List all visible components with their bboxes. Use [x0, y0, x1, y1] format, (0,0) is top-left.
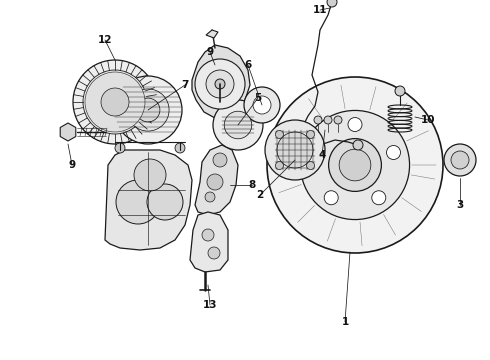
Polygon shape — [190, 212, 228, 272]
Circle shape — [353, 140, 363, 150]
Circle shape — [244, 87, 280, 123]
Circle shape — [202, 229, 214, 241]
Text: 2: 2 — [256, 190, 264, 200]
Text: 6: 6 — [245, 60, 252, 70]
Circle shape — [444, 144, 476, 176]
Circle shape — [73, 60, 157, 144]
Circle shape — [334, 116, 342, 124]
Circle shape — [134, 159, 166, 191]
Circle shape — [127, 89, 169, 131]
Circle shape — [224, 111, 252, 139]
Circle shape — [275, 162, 283, 170]
Circle shape — [175, 143, 185, 153]
Circle shape — [348, 117, 362, 131]
Text: 3: 3 — [456, 200, 464, 210]
Circle shape — [275, 130, 283, 139]
Text: 8: 8 — [248, 180, 256, 190]
Text: 5: 5 — [254, 93, 262, 103]
Circle shape — [292, 126, 304, 138]
Circle shape — [213, 100, 263, 150]
Text: 1: 1 — [342, 317, 348, 327]
Polygon shape — [192, 45, 250, 118]
Circle shape — [307, 162, 315, 170]
Circle shape — [324, 116, 332, 124]
Circle shape — [372, 191, 386, 205]
Circle shape — [207, 174, 223, 190]
Circle shape — [314, 116, 322, 124]
Text: 4: 4 — [318, 150, 326, 160]
Circle shape — [205, 192, 215, 202]
Circle shape — [324, 191, 338, 205]
Circle shape — [115, 143, 125, 153]
Circle shape — [195, 59, 245, 109]
Circle shape — [300, 111, 410, 220]
Text: 13: 13 — [203, 300, 217, 310]
Polygon shape — [105, 150, 192, 250]
Circle shape — [101, 88, 129, 116]
Circle shape — [451, 151, 469, 169]
Circle shape — [387, 145, 400, 159]
Polygon shape — [216, 132, 228, 140]
Circle shape — [85, 72, 145, 132]
Text: 10: 10 — [421, 115, 435, 125]
Circle shape — [208, 247, 220, 259]
Text: 7: 7 — [181, 80, 189, 90]
Circle shape — [327, 0, 337, 7]
Circle shape — [277, 132, 313, 168]
Circle shape — [395, 86, 405, 96]
Polygon shape — [206, 30, 218, 38]
Circle shape — [215, 79, 225, 89]
Polygon shape — [195, 145, 238, 215]
Circle shape — [265, 120, 325, 180]
Circle shape — [83, 70, 147, 134]
Text: 9: 9 — [69, 160, 75, 170]
Circle shape — [147, 184, 183, 220]
Circle shape — [310, 145, 323, 159]
Circle shape — [267, 77, 443, 253]
Circle shape — [136, 98, 160, 122]
Circle shape — [206, 70, 234, 98]
Circle shape — [339, 149, 371, 181]
Text: 9: 9 — [206, 47, 214, 57]
Text: 11: 11 — [313, 5, 327, 15]
Polygon shape — [60, 123, 76, 141]
Circle shape — [253, 96, 271, 114]
Circle shape — [307, 130, 315, 139]
Circle shape — [329, 139, 381, 192]
Circle shape — [114, 76, 182, 144]
Circle shape — [213, 153, 227, 167]
Text: 12: 12 — [98, 35, 112, 45]
Circle shape — [116, 180, 160, 224]
